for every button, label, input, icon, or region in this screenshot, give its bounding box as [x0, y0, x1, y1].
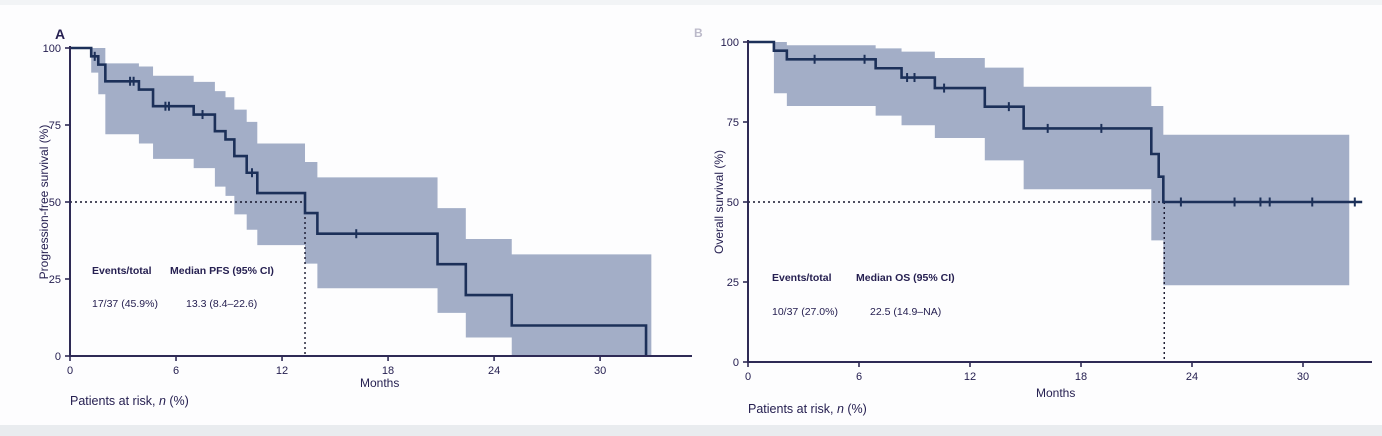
x-tick-label: 30: [594, 365, 606, 377]
x-tick-label: 18: [1075, 371, 1087, 383]
pfs-patients-at-risk-suffix: (%): [165, 394, 189, 408]
pfs-events-header: Events/total: [92, 265, 152, 277]
os-events-value: 10/37 (27.0%): [772, 306, 838, 318]
pfs-median-header: Median PFS (95% CI): [170, 265, 274, 277]
x-tick-label: 12: [276, 365, 288, 377]
os-patients-at-risk-prefix: Patients at risk,: [748, 402, 837, 416]
panel-b-label: B: [694, 26, 703, 40]
os-x-axis-label: Months: [1036, 386, 1076, 400]
pfs-patients-at-risk-prefix: Patients at risk,: [70, 394, 159, 408]
y-tick-label: 50: [727, 197, 739, 209]
y-tick-label: 25: [727, 277, 739, 289]
x-tick-label: 0: [67, 365, 73, 377]
x-tick-label: 6: [173, 365, 179, 377]
panel-a-label: A: [55, 26, 66, 42]
pfs-chart: 0 6 12 18 24 30 0 25 50 75 100: [43, 43, 692, 377]
x-tick-label: 30: [1297, 371, 1309, 383]
page-top-edge: [0, 0, 1382, 5]
os-patients-at-risk-suffix: (%): [843, 402, 867, 416]
os-events-header: Events/total: [772, 272, 832, 284]
os-chart: 0 6 12 18 24 30 0 25 50 75 100: [721, 37, 1372, 383]
os-median-value: 22.5 (14.9–NA): [870, 306, 942, 318]
survival-curve: [70, 46, 648, 356]
x-tick-label: 24: [1186, 371, 1198, 383]
confidence-band: [748, 42, 1350, 286]
x-tick-label: 18: [382, 365, 394, 377]
os-patients-at-risk-n: n: [836, 402, 844, 416]
page-bottom-edge: [0, 425, 1382, 436]
pfs-y-axis-label: Progression-free survival (%): [37, 124, 51, 280]
y-tick-label: 75: [727, 117, 739, 129]
survival-curve: [748, 40, 1363, 204]
pfs-events-value: 17/37 (45.9%): [92, 298, 158, 310]
x-tick-label: 6: [856, 371, 862, 383]
pfs-x-axis-label: Months: [360, 376, 400, 390]
pfs-patients-at-risk: Patients at risk, n (%): [70, 394, 189, 408]
y-tick-label: 0: [733, 357, 739, 369]
x-tick-label: 12: [964, 371, 976, 383]
y-tick-label: 100: [43, 43, 61, 55]
os-y-axis-label: Overall survival (%): [712, 150, 726, 255]
x-tick-label: 24: [488, 365, 500, 377]
y-tick-label: 0: [55, 351, 61, 363]
y-tick-label: 50: [49, 197, 61, 209]
y-tick-label: 75: [49, 120, 61, 132]
y-tick-label: 25: [49, 274, 61, 286]
pfs-patients-at-risk-n: n: [158, 394, 166, 408]
pfs-median-value: 13.3 (8.4–22.6): [186, 298, 258, 310]
y-tick-label: 100: [721, 37, 739, 49]
os-median-header: Median OS (95% CI): [856, 272, 955, 284]
os-patients-at-risk: Patients at risk, n (%): [748, 402, 867, 416]
x-tick-label: 0: [745, 371, 751, 383]
